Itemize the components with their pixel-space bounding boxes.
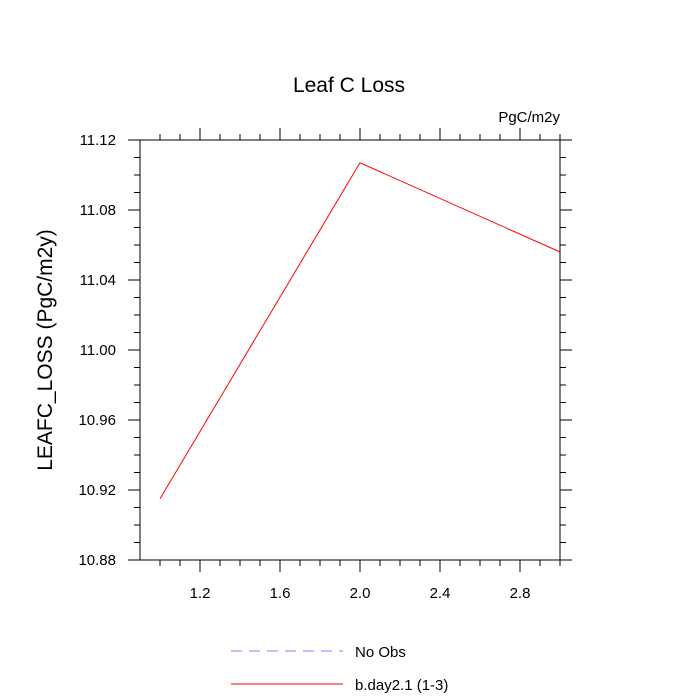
chart-title: Leaf C Loss xyxy=(293,74,405,97)
y-tick-label: 10.96 xyxy=(78,412,116,429)
axis-tick-labels: 1.2 1.6 2.0 2.4 2.8 10.88 10.92 10.96 11.00 11.04… xyxy=(78,132,530,602)
plot-frame xyxy=(139,139,561,561)
series-line xyxy=(159,162,561,500)
x-tick-label: 1.6 xyxy=(270,585,291,602)
y-tick-label: 11.04 xyxy=(80,272,116,289)
series-layer xyxy=(159,162,561,500)
x-tick-label: 2.0 xyxy=(350,585,371,602)
legend-label: No Obs xyxy=(355,644,406,661)
y-tick-label: 11.08 xyxy=(80,202,116,219)
y-tick-label: 11.12 xyxy=(80,132,116,149)
units-label: PgC/m2y xyxy=(498,109,560,126)
y-axis-title: LEAFC_LOSS (PgC/m2y) xyxy=(34,229,57,471)
x-tick-label: 2.4 xyxy=(430,585,451,602)
legend-label: b.day2.1 (1-3) xyxy=(355,677,448,694)
x-tick-label: 1.2 xyxy=(190,585,211,602)
plot-area xyxy=(139,139,561,561)
axis-ticks xyxy=(128,128,572,572)
y-tick-label: 10.88 xyxy=(78,552,116,569)
legend: No Obs b.day2.1 (1-3) xyxy=(231,644,448,694)
y-tick-label: 11.00 xyxy=(80,342,116,359)
y-tick-label: 10.92 xyxy=(78,482,116,499)
x-tick-label: 2.8 xyxy=(510,585,531,602)
